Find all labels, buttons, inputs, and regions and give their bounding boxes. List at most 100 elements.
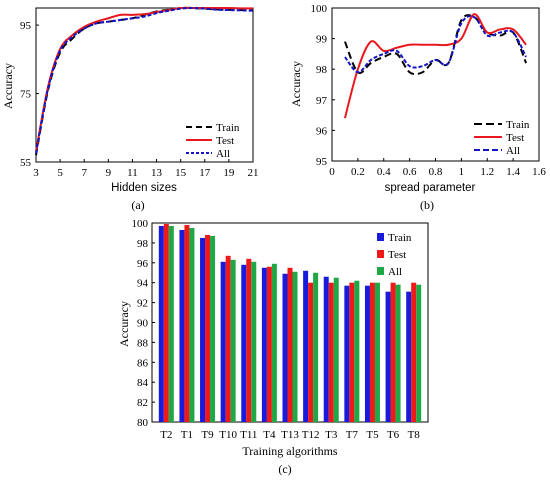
chart-c-legend-test-swatch	[377, 250, 384, 258]
chart-c-bar-train	[241, 264, 247, 422]
chart-c-bar-all	[189, 227, 195, 422]
chart-c-bar-all	[374, 282, 380, 422]
chart-c-ytick-label: 80	[137, 417, 149, 429]
chart-c-bar-all	[210, 235, 216, 422]
chart-c-bar-train	[261, 267, 267, 422]
chart-a-xtick-label: 11	[127, 167, 138, 179]
chart-c-bar-train	[364, 285, 370, 422]
chart-c-bar-test	[205, 234, 211, 422]
chart-a-axis: 3 5 7 9 11 13 15 17 19 21 55 75 95	[20, 20, 259, 179]
chart-c-ytick-label: 94	[137, 278, 149, 290]
chart-a-ylabel: Accuracy	[1, 63, 15, 109]
chart-c-xtick-label: T13	[281, 429, 299, 441]
chart-a-ytick-label: 75	[20, 89, 32, 101]
chart-a-legend: Train Test All	[186, 122, 240, 160]
chart-c-xtick-label: T1	[181, 429, 193, 441]
chart-a-xtick-label: 3	[33, 167, 39, 179]
chart-c-legend-train: Train	[388, 232, 412, 244]
chart-a-caption: (a)	[131, 198, 144, 212]
chart-c-bar-all	[416, 284, 422, 422]
chart-c-bar-test	[246, 258, 252, 422]
chart-c-bar-train	[385, 291, 391, 422]
chart-c-bar-test	[266, 266, 272, 422]
chart-c-ytick-label: 84	[137, 377, 149, 389]
chart-b-plot	[343, 13, 527, 119]
chart-c-legend: Train Test All	[377, 232, 412, 278]
chart-c-bar-all	[230, 259, 236, 422]
chart-c-caption: (c)	[278, 462, 291, 476]
chart-c-bar-test	[287, 267, 293, 422]
chart-c-xtick-label: T12	[302, 429, 320, 441]
chart-c-xlabel: Training algorithms	[242, 444, 338, 458]
chart-b-ytick-label: 100	[311, 3, 328, 15]
chart-c-bar-test	[184, 224, 190, 422]
chart-b: 0 0.2 0.4 0.6 0.8 1 1.2 1.4 1.6 95 96 97 98 99 100 Acc…	[289, 3, 546, 212]
chart-b-ytick-label: 99	[316, 34, 328, 46]
chart-a-xtick-label: 9	[106, 167, 112, 179]
chart-b-ylabel: Accuracy	[289, 61, 303, 107]
chart-b-ytick-label: 98	[316, 64, 328, 76]
chart-a-xtick-label: 7	[81, 167, 87, 179]
chart-c-bar-all	[168, 225, 174, 422]
chart-c-ytick-label: 92	[137, 298, 148, 310]
chart-a-ytick-label: 95	[20, 20, 32, 32]
chart-c-xtick-label: T10	[219, 429, 237, 441]
chart-c-ytick-label: 98	[137, 238, 149, 250]
chart-b-xtick-label: 1.4	[506, 166, 520, 178]
chart-c-bar-test	[308, 282, 314, 422]
chart-c-xtick-label: T9	[201, 429, 214, 441]
chart-c-bar-test	[163, 223, 169, 422]
chart-a-plot	[35, 6, 254, 156]
chart-c-ytick-label: 100	[132, 218, 149, 230]
chart-c-bar-test	[390, 282, 396, 422]
chart-a-xtick-label: 5	[57, 167, 63, 179]
chart-c-legend-all-swatch	[377, 267, 384, 275]
chart-c-bar-test	[369, 282, 375, 422]
chart-c-xtick-label: T11	[240, 429, 257, 441]
chart-c-bar-all	[292, 271, 298, 422]
chart-a-xlabel: Hidden sizes	[111, 182, 177, 194]
chart-b-axis: 0 0.2 0.4 0.6 0.8 1 1.2 1.4 1.6 95 96 97 98 99 100	[311, 3, 547, 178]
chart-b-legend-test: Test	[506, 132, 524, 144]
chart-b-line-test	[343, 13, 527, 119]
chart-b-legend: Train Test All	[474, 119, 530, 157]
chart-c-bar-all	[271, 263, 277, 422]
chart-a-xtick-label: 13	[151, 167, 163, 179]
chart-b-xtick-label: 1.2	[480, 166, 494, 178]
chart-b-xtick-label: 0.2	[351, 166, 365, 178]
chart-c-bar-test	[411, 282, 417, 422]
chart-c-bar-all	[313, 272, 319, 422]
chart-c-ytick-label: 96	[137, 258, 149, 270]
chart-b-caption: (b)	[420, 198, 434, 212]
chart-b-xtick-label: 0.6	[403, 166, 417, 178]
chart-a: 3 5 7 9 11 13 15 17 19 21 55 75 95 Accuracy Hidden s…	[1, 6, 259, 212]
chart-b-ytick-label: 95	[316, 156, 328, 168]
chart-b-xlabel: spread parameter	[385, 182, 476, 194]
chart-c-ylabel: Accuracy	[117, 301, 131, 347]
chart-b-xtick-label: 0.4	[377, 166, 391, 178]
chart-c-xtick-label: T5	[366, 429, 379, 441]
chart-a-xtick-label: 21	[248, 167, 259, 179]
chart-b-xtick-label: 1	[459, 166, 465, 178]
chart-c-bar-train	[158, 225, 164, 422]
chart-c-legend-all: All	[388, 266, 402, 278]
chart-a-line-all	[35, 6, 254, 154]
chart-a-frame	[35, 7, 254, 163]
chart-b-line-all	[344, 15, 527, 74]
chart-c-xtick-label: T4	[263, 429, 276, 441]
chart-b-ytick-label: 96	[316, 125, 328, 137]
chart-c: 80 82 84 86 88 90 92 94 96 98 100 T2 T1 T9 T10 T11 T4 T13…	[117, 218, 429, 476]
chart-c-bar-test	[328, 282, 334, 422]
chart-b-legend-train: Train	[506, 119, 530, 131]
chart-c-xtick-label: T7	[346, 429, 359, 441]
chart-c-bar-all	[395, 284, 401, 422]
chart-c-plot	[158, 223, 422, 422]
chart-c-legend-train-swatch	[377, 233, 384, 241]
chart-c-xtick-label: T8	[408, 429, 421, 441]
chart-b-ytick-label: 97	[316, 95, 328, 107]
chart-c-bar-train	[179, 229, 185, 422]
chart-c-bar-train	[406, 291, 412, 422]
chart-c-xtick-label: T6	[387, 429, 400, 441]
chart-c-ytick-label: 88	[137, 337, 149, 349]
chart-c-ytick-label: 86	[137, 357, 149, 369]
